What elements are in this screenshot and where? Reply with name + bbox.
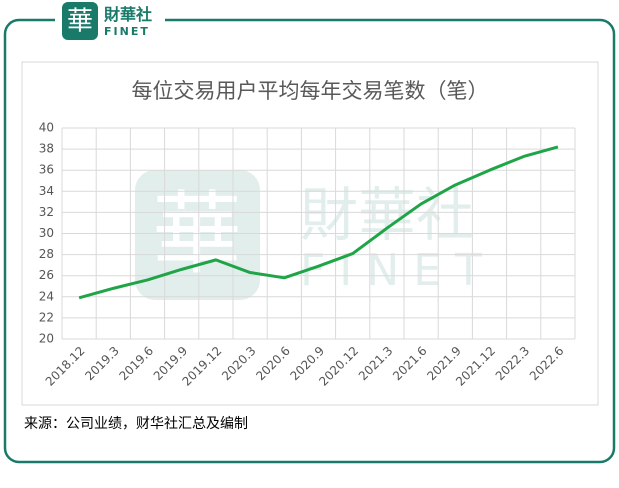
data-line xyxy=(78,145,559,300)
source-note: 来源：公司业绩，财华社汇总及编制 xyxy=(24,416,248,432)
logo-name: 財華社 xyxy=(104,5,152,24)
chart-title: 每位交易用户平均每年交易笔数（笔） xyxy=(132,79,489,103)
y-tick-label: 22 xyxy=(39,310,54,324)
watermark-badge xyxy=(135,170,260,300)
watermark-sub: FINET xyxy=(300,245,496,296)
watermark-mark: 華 xyxy=(152,182,242,287)
y-tick-label: 32 xyxy=(39,205,54,219)
y-tick-label: 40 xyxy=(39,121,54,135)
logo-mark: 華 xyxy=(67,7,93,37)
plot xyxy=(61,127,576,340)
y-tick-label: 24 xyxy=(39,289,54,303)
y-tick-label: 30 xyxy=(39,226,54,240)
y-tick-label: 36 xyxy=(39,163,54,177)
y-tick-label: 26 xyxy=(39,268,54,282)
y-tick-label: 34 xyxy=(39,184,54,198)
y-tick-label: 28 xyxy=(39,247,54,261)
watermark: 華 財華社 FINET xyxy=(135,170,496,300)
logo-badge xyxy=(62,2,98,40)
y-tick-label: 20 xyxy=(39,332,54,346)
logo-sub: FINET xyxy=(104,25,150,38)
y-tick-label: 38 xyxy=(39,142,54,156)
